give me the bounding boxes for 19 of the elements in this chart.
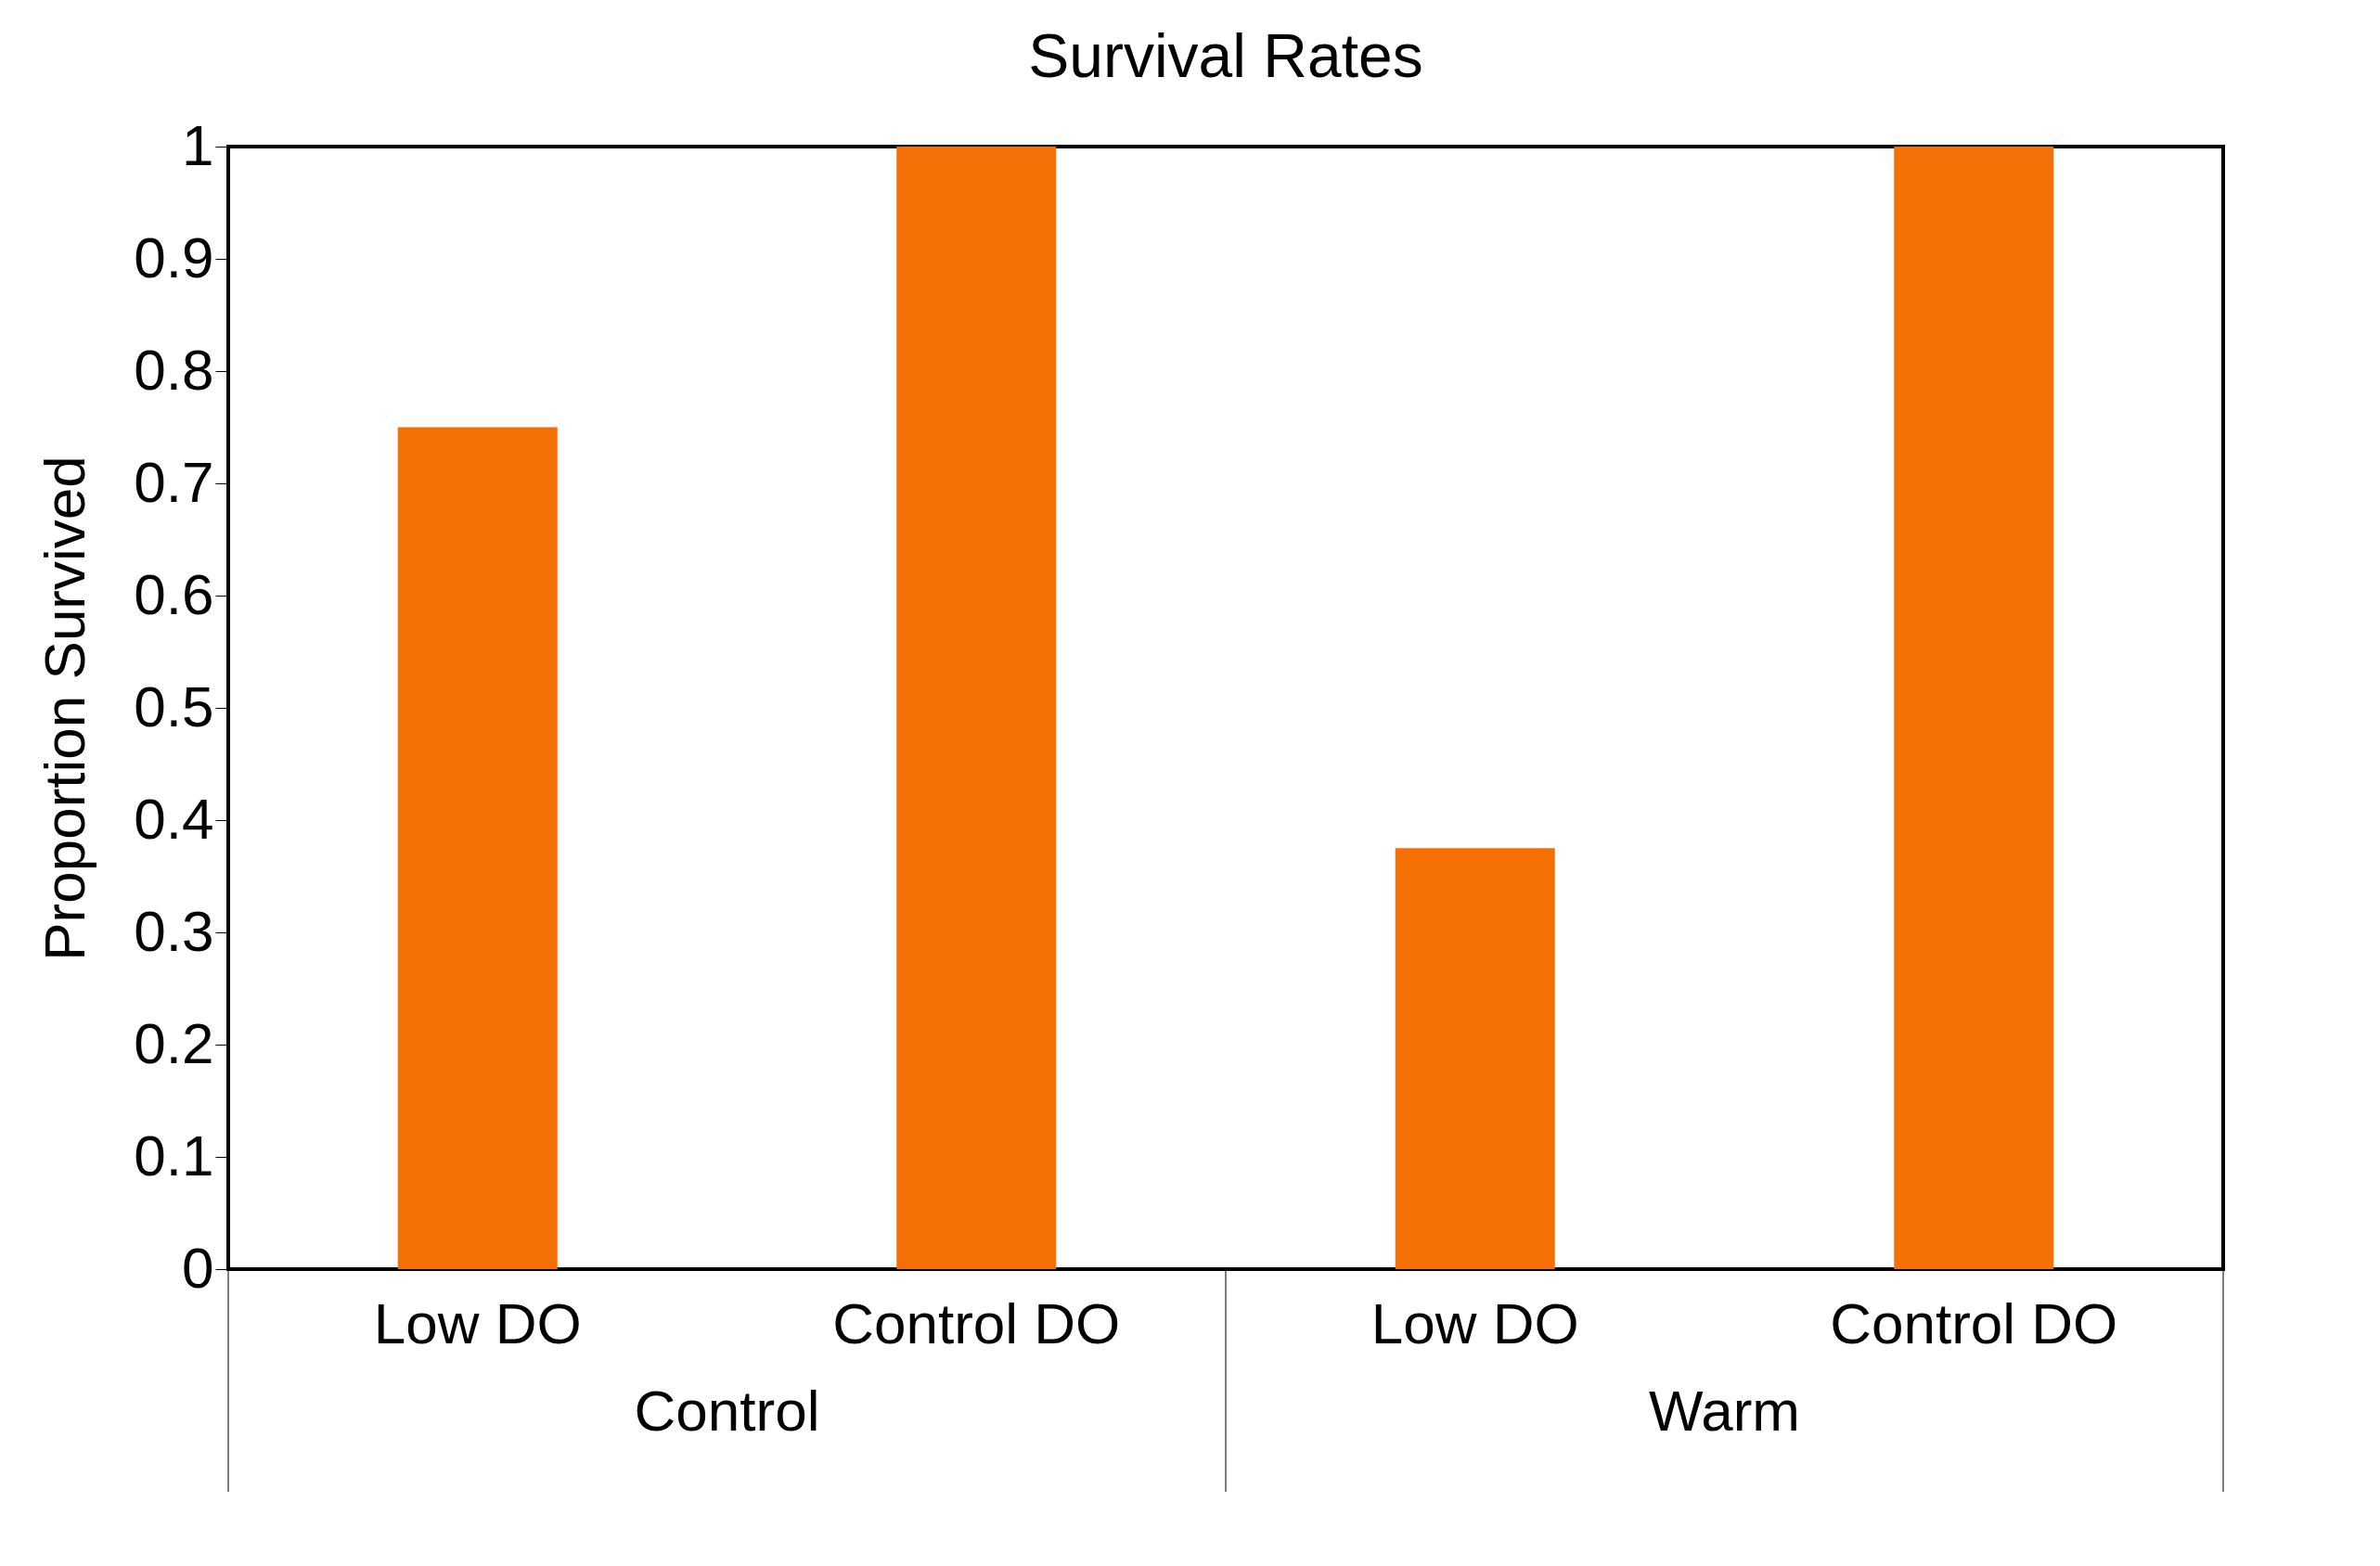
chart-title: Survival Rates <box>1028 21 1423 90</box>
x-tick-label: Low DO <box>1370 1290 1579 1355</box>
y-tick-label: 0 <box>182 1235 214 1300</box>
y-tick-label: 0.2 <box>134 1010 214 1075</box>
x-tick-label: Control DO <box>1830 1290 2118 1355</box>
y-tick-label: 0.3 <box>134 898 214 963</box>
y-axis-title: Proportion Survived <box>32 456 97 961</box>
x-tick-label: Low DO <box>373 1290 582 1355</box>
y-tick-label: 0.9 <box>134 225 214 289</box>
y-tick-label: 1 <box>182 112 214 177</box>
text: Warm <box>1649 1379 1800 1443</box>
y-tick-label: 0.4 <box>134 786 214 851</box>
y-tick-label: 0.7 <box>134 449 214 514</box>
text: Control <box>634 1379 820 1443</box>
y-tick-label: 0.1 <box>134 1123 214 1187</box>
y-tick-label: 0.5 <box>134 674 214 738</box>
y-tick-label: 0.8 <box>134 337 214 402</box>
x-tick-label: Control DO <box>832 1290 1121 1355</box>
y-tick-label: 0.6 <box>134 561 214 626</box>
